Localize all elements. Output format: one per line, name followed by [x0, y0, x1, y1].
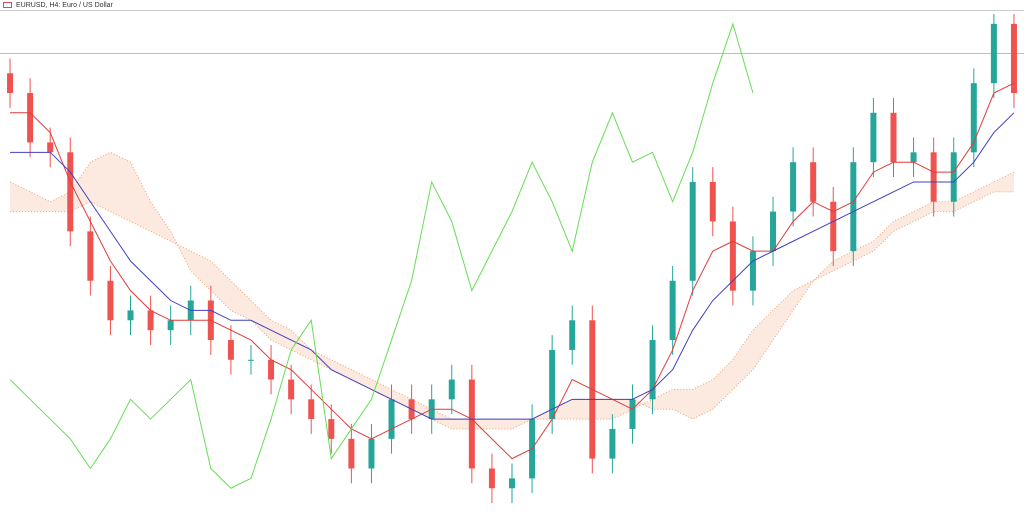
icon: [3, 2, 12, 8]
candle-body: [328, 419, 335, 439]
candle-body: [348, 438, 355, 469]
cloud-segment: [552, 399, 573, 420]
candle-body: [709, 181, 716, 222]
candle-body: [749, 251, 756, 291]
candle-body: [830, 201, 837, 252]
title-bar: EURUSD, H4: Euro / US Dollar: [0, 0, 1024, 11]
candle-body: [147, 310, 154, 331]
candle-body: [227, 340, 234, 360]
candle-body: [448, 379, 455, 400]
candle-body: [107, 280, 114, 321]
cloud-segment: [973, 181, 994, 202]
candle-body: [67, 152, 74, 232]
window-title: EURUSD, H4: Euro / US Dollar: [16, 2, 113, 9]
candle-body: [1010, 23, 1017, 94]
cloud-segment: [773, 290, 794, 341]
cloud-segment: [672, 389, 693, 420]
cloud-segment: [732, 330, 753, 390]
candle-body: [850, 162, 857, 252]
candle-body: [790, 162, 797, 212]
cloud-segment: [933, 201, 954, 212]
candle-body: [970, 83, 977, 153]
cloud-segment: [90, 152, 111, 212]
cloud-segment: [50, 191, 71, 212]
cloud-segment: [833, 251, 854, 271]
cloud-segment: [572, 399, 593, 420]
cloud-segment: [351, 369, 372, 390]
cloud-segment: [210, 261, 231, 311]
cloud-segment: [873, 221, 894, 252]
indicator-line: [10, 82, 1015, 460]
senkou-span-a: [9, 151, 1015, 430]
cloud-segment: [130, 162, 151, 232]
indicator-line: [9, 22, 754, 489]
cloud-segment: [652, 389, 673, 410]
candle-body: [7, 73, 14, 94]
cloud-segment: [451, 419, 472, 429]
candle-body: [488, 468, 495, 489]
candle-body: [609, 428, 616, 459]
candle-body: [127, 310, 134, 321]
cloud-segment: [793, 280, 814, 311]
cloud-segment: [752, 310, 774, 370]
cloud-segment: [190, 251, 211, 291]
candle-body: [649, 340, 656, 400]
cloud-segment: [471, 419, 492, 429]
cloud-segment: [391, 389, 412, 410]
cloud-segment: [712, 359, 733, 410]
cloud-segment: [230, 280, 251, 321]
candle-body: [669, 280, 676, 341]
cloud-segment: [10, 181, 31, 212]
candle-body: [268, 359, 275, 380]
candle-body: [288, 379, 295, 400]
cloud-segment: [893, 211, 914, 232]
cloud-segment: [491, 419, 512, 429]
candle-body: [308, 399, 315, 420]
candle-body: [468, 379, 475, 469]
cloud-segment: [953, 191, 974, 212]
candle-body: [549, 349, 556, 420]
cloud-segment: [853, 241, 874, 261]
cloud-segment: [993, 172, 1014, 192]
candle-body: [27, 93, 34, 143]
candle-body: [890, 112, 897, 163]
candle-body: [930, 152, 937, 202]
cloud-segment: [592, 399, 613, 420]
candle-body: [368, 438, 375, 469]
cloud-segment: [150, 201, 171, 242]
candle-body: [689, 181, 696, 281]
cloud-segment: [110, 152, 131, 222]
cloud-segment: [913, 201, 934, 222]
candle-body: [810, 162, 817, 202]
candle-body: [870, 112, 877, 163]
cloud-segment: [250, 300, 272, 341]
cloud-segment: [813, 261, 834, 281]
candle-body: [87, 231, 94, 281]
candle-body: [770, 211, 777, 252]
candle-body: [247, 359, 254, 361]
candle-body: [629, 399, 636, 429]
cloud-segment: [411, 399, 432, 420]
indicator-line: [10, 112, 1015, 420]
candle-body: [729, 221, 736, 291]
candle-body: [388, 399, 395, 439]
cloud-segment: [692, 379, 713, 420]
candle-body: [167, 320, 174, 331]
candle-body: [950, 152, 957, 202]
candle-body: [990, 23, 997, 84]
candle-body: [47, 142, 54, 153]
candle-body: [569, 320, 576, 350]
cloud-segment: [30, 191, 51, 212]
cloud-segment: [612, 399, 633, 420]
cloud-segment: [331, 359, 352, 380]
candle-body: [910, 152, 917, 163]
candle-body: [509, 478, 515, 489]
